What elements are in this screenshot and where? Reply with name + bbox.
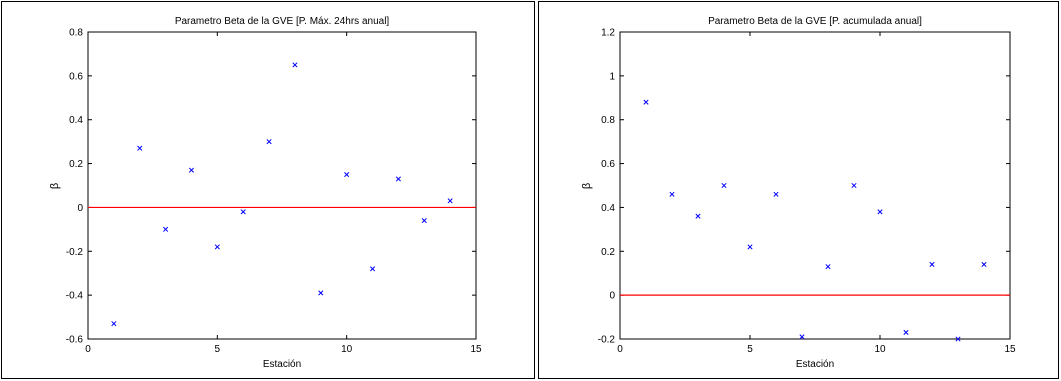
marker-stroke <box>877 209 883 215</box>
y-tick-label: 0.6 <box>69 71 83 82</box>
y-tick-label: 0.8 <box>69 28 83 39</box>
chart-beta-pacum: Parametro Beta de la GVE [P. acumulada a… <box>581 16 1016 370</box>
data-point-x-marker <box>369 266 376 272</box>
marker-stroke <box>955 336 961 342</box>
marker-stroke <box>773 191 779 197</box>
data-point-x-marker <box>447 198 453 204</box>
data-point-x-marker <box>395 176 401 182</box>
y-ticks: -0.6 -0.4 -0.2 0 0.2 0.4 0.6 0.8 <box>66 28 476 346</box>
data-point-x-marker <box>851 182 857 189</box>
data-point-x-marker <box>643 99 649 105</box>
y-tick-label: 0 <box>609 291 615 302</box>
y-tick-label: -0.2 <box>66 247 84 258</box>
plot-area <box>87 31 477 340</box>
data-point-x-marker <box>799 334 805 340</box>
y-tick-label: 0.4 <box>69 115 83 126</box>
chart-beta-pmax24: Parametro Beta de la GVE [P. Máx. 24hrs … <box>49 16 482 370</box>
x-tick-label: 10 <box>341 344 353 355</box>
marker-stroke <box>695 213 701 219</box>
marker-stroke <box>903 329 909 335</box>
x-ticks: 0 5 10 15 <box>617 32 1016 355</box>
data-point-x-marker <box>240 209 246 215</box>
x-tick-label: 5 <box>215 344 221 355</box>
data-points <box>111 62 453 327</box>
marker-stroke <box>721 182 727 189</box>
x-tick-label: 15 <box>1004 344 1016 355</box>
y-tick-label: 1 <box>609 71 615 82</box>
y-tick-label: -0.6 <box>66 335 84 346</box>
marker-stroke <box>318 290 324 296</box>
y-tick-label: 0 <box>77 203 83 214</box>
marker-stroke <box>643 99 649 105</box>
data-point-x-marker <box>721 182 727 189</box>
x-tick-label: 15 <box>470 344 482 355</box>
x-axis-label: Estación <box>796 359 834 370</box>
y-tick-label: 1.2 <box>601 28 615 39</box>
data-point-x-marker <box>266 139 272 145</box>
y-tick-label: 0.4 <box>601 203 615 214</box>
data-point-x-marker <box>137 145 143 151</box>
marker-stroke <box>369 266 376 272</box>
marker-stroke <box>421 218 427 224</box>
data-point-x-marker <box>163 226 169 232</box>
y-tick-label: 0.8 <box>601 115 615 126</box>
data-points <box>643 99 987 342</box>
y-axis-label: β <box>49 183 61 189</box>
marker-stroke <box>395 176 401 182</box>
y-tick-label: 0.6 <box>601 159 615 170</box>
data-point-x-marker <box>344 171 350 178</box>
marker-stroke <box>111 321 117 327</box>
plot-area <box>619 31 1011 340</box>
y-tick-label: 0.2 <box>601 247 615 258</box>
marker-stroke <box>292 62 298 68</box>
data-point-x-marker <box>929 261 935 267</box>
marker-stroke <box>163 226 169 232</box>
data-point-x-marker <box>292 62 298 68</box>
data-point-x-marker <box>747 244 753 250</box>
y-ticks: -0.2 0 0.2 0.4 0.6 0.8 1 1.2 <box>598 28 1010 346</box>
chart-title: Parametro Beta de la GVE [P. Máx. 24hrs … <box>175 16 390 27</box>
chart-title: Parametro Beta de la GVE [P. acumulada a… <box>708 16 922 27</box>
marker-stroke <box>214 244 220 250</box>
data-point-x-marker <box>955 336 961 342</box>
data-point-x-marker <box>877 209 883 215</box>
data-point-x-marker <box>188 167 195 173</box>
y-axis-label: β <box>581 183 593 189</box>
y-tick-label: -0.2 <box>598 335 616 346</box>
marker-stroke <box>825 264 831 270</box>
marker-stroke <box>799 334 805 340</box>
data-point-x-marker <box>773 191 779 197</box>
data-point-x-marker <box>695 213 701 219</box>
marker-stroke <box>266 139 272 145</box>
data-point-x-marker <box>111 321 117 327</box>
marker-stroke <box>981 261 987 267</box>
x-tick-label: 5 <box>747 344 753 355</box>
y-tick-label: -0.4 <box>66 291 84 302</box>
data-point-x-marker <box>981 261 987 267</box>
marker-stroke <box>669 191 675 197</box>
marker-stroke <box>747 244 753 250</box>
marker-stroke <box>344 171 350 178</box>
x-tick-label: 10 <box>874 344 886 355</box>
data-point-x-marker <box>825 264 831 270</box>
data-point-x-marker <box>421 218 427 224</box>
marker-stroke <box>929 261 935 267</box>
marker-stroke <box>137 145 143 151</box>
x-axis-label: Estación <box>263 359 301 370</box>
x-ticks: 0 5 10 15 <box>85 32 482 355</box>
data-point-x-marker <box>318 290 324 296</box>
marker-stroke <box>447 198 453 204</box>
marker-stroke <box>188 167 195 173</box>
data-point-x-marker <box>669 191 675 197</box>
x-tick-label: 0 <box>617 344 623 355</box>
data-point-x-marker <box>214 244 220 250</box>
marker-stroke <box>240 209 246 215</box>
data-point-x-marker <box>903 329 909 335</box>
y-tick-label: 0.2 <box>69 159 83 170</box>
x-tick-label: 0 <box>85 344 91 355</box>
marker-stroke <box>851 182 857 189</box>
